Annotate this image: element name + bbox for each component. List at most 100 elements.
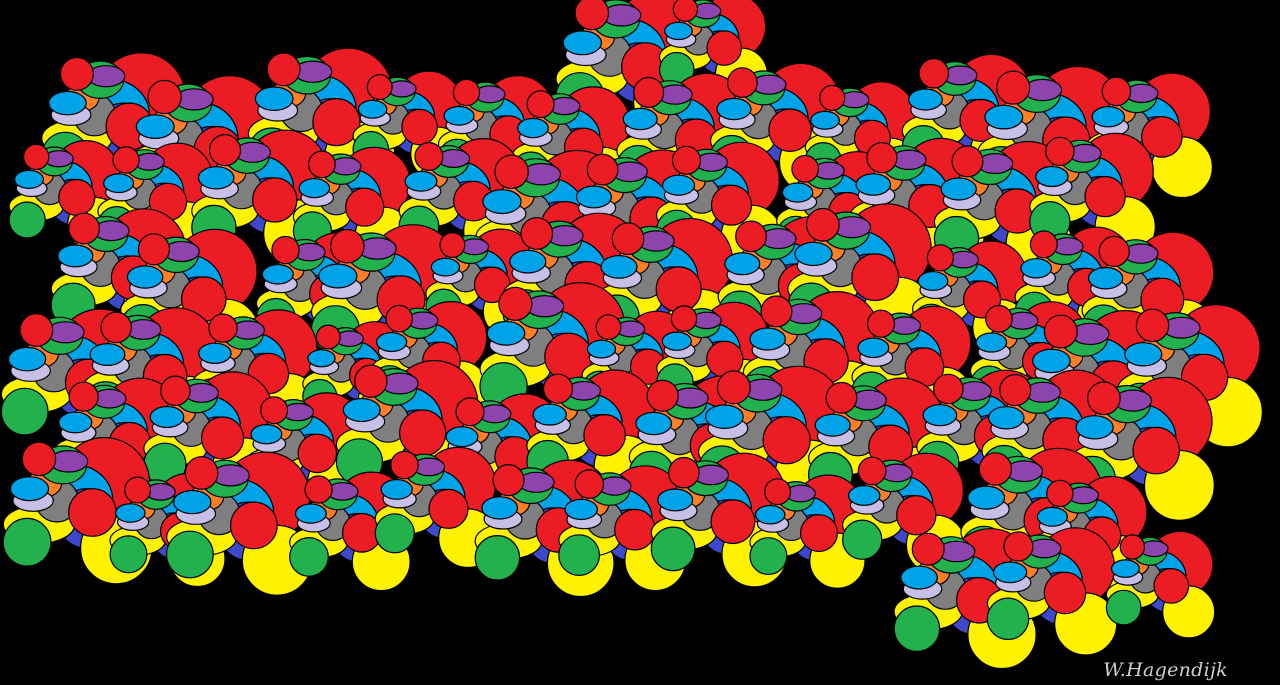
circle-shape xyxy=(987,406,1025,430)
circle-shape xyxy=(517,117,549,139)
circle-shape xyxy=(1035,165,1069,188)
circle-shape xyxy=(1135,308,1170,343)
circle-shape xyxy=(814,413,851,437)
circle-shape xyxy=(8,201,46,239)
circle-shape xyxy=(250,424,283,445)
circle-shape xyxy=(103,173,135,194)
circle-shape xyxy=(14,169,44,189)
circle-shape xyxy=(307,349,336,368)
circle-shape xyxy=(312,97,361,147)
circle-shape xyxy=(271,235,300,265)
circle-shape xyxy=(1043,314,1078,349)
circle-shape xyxy=(764,478,792,506)
circle-shape xyxy=(1046,479,1074,508)
circle-shape xyxy=(1029,230,1058,259)
circle-shape xyxy=(791,154,820,183)
circle-shape xyxy=(443,105,475,126)
circle-shape xyxy=(430,257,461,277)
circle-shape xyxy=(975,332,1008,353)
circle-shape xyxy=(940,177,977,201)
circle-shape xyxy=(706,30,743,66)
circle-shape xyxy=(586,153,619,186)
circle-shape xyxy=(918,58,950,89)
artist-signature: W.Hagendijk xyxy=(1103,659,1228,681)
circle-shape xyxy=(7,346,47,372)
circle-shape xyxy=(768,108,812,153)
circle-shape xyxy=(58,178,96,217)
circle-shape xyxy=(724,252,761,276)
circle-shape xyxy=(1075,415,1114,440)
circle-shape xyxy=(762,416,811,465)
circle-shape xyxy=(2,517,52,567)
circle-shape xyxy=(760,295,793,328)
circle-shape xyxy=(354,364,388,398)
circle-shape xyxy=(866,142,898,174)
circle-shape xyxy=(670,305,698,332)
circle-shape xyxy=(59,56,94,91)
circle-shape xyxy=(705,404,744,429)
circle-shape xyxy=(452,78,481,107)
circle-shape xyxy=(401,108,438,146)
circle-shape xyxy=(1031,348,1071,374)
circle-shape xyxy=(595,314,622,341)
circle-shape xyxy=(908,88,943,111)
circle-shape xyxy=(404,170,438,192)
circle-shape xyxy=(329,228,365,264)
circle-shape xyxy=(266,52,301,87)
circle-shape xyxy=(985,304,1013,333)
circle-shape xyxy=(399,409,447,457)
circle-shape xyxy=(109,535,148,574)
circle-shape xyxy=(671,145,702,175)
circle-shape xyxy=(1091,105,1126,128)
circle-shape xyxy=(967,485,1006,510)
circle-shape xyxy=(357,99,388,119)
circle-shape xyxy=(115,503,146,523)
circle-shape xyxy=(668,456,700,489)
circle-shape xyxy=(951,145,984,178)
circle-shape xyxy=(583,413,626,457)
circle-shape xyxy=(664,21,693,41)
circle-shape xyxy=(48,90,87,116)
circle-shape xyxy=(635,411,673,436)
circle-shape xyxy=(805,207,840,242)
circle-shape xyxy=(135,114,175,139)
circle-shape xyxy=(58,411,93,434)
circle-shape xyxy=(1110,559,1140,578)
circle-shape xyxy=(492,464,525,497)
circle-shape xyxy=(455,397,485,427)
circle-shape xyxy=(926,244,955,272)
circle-shape xyxy=(21,441,57,477)
circle-shape xyxy=(428,488,469,529)
circle-shape xyxy=(810,110,840,130)
circle-shape xyxy=(855,173,892,196)
circle-shape xyxy=(799,514,838,553)
circle-shape xyxy=(984,104,1024,130)
circle-shape xyxy=(304,475,333,504)
circle-shape xyxy=(374,513,415,554)
circle-shape xyxy=(819,84,846,112)
circle-shape xyxy=(1087,266,1124,290)
circle-shape xyxy=(562,30,603,56)
circle-shape xyxy=(917,271,949,291)
circle-shape xyxy=(184,456,219,490)
circle-shape xyxy=(847,485,881,506)
circle-shape xyxy=(252,177,298,223)
circle-shape xyxy=(0,387,49,436)
circle-shape xyxy=(298,178,331,199)
circle-shape xyxy=(922,404,958,427)
circle-shape xyxy=(1086,381,1121,416)
circle-shape xyxy=(754,504,786,525)
circle-shape xyxy=(600,254,638,279)
circle-shape xyxy=(297,433,338,474)
circle-shape xyxy=(857,456,887,486)
circle-shape xyxy=(564,498,599,521)
circle-shape xyxy=(345,187,385,227)
circle-shape xyxy=(900,565,938,590)
circle-shape xyxy=(842,519,883,560)
circle-shape xyxy=(1098,235,1130,267)
circle-shape xyxy=(978,452,1013,486)
circle-shape xyxy=(149,405,185,429)
circle-shape xyxy=(866,309,896,338)
circle-shape xyxy=(1101,76,1132,107)
